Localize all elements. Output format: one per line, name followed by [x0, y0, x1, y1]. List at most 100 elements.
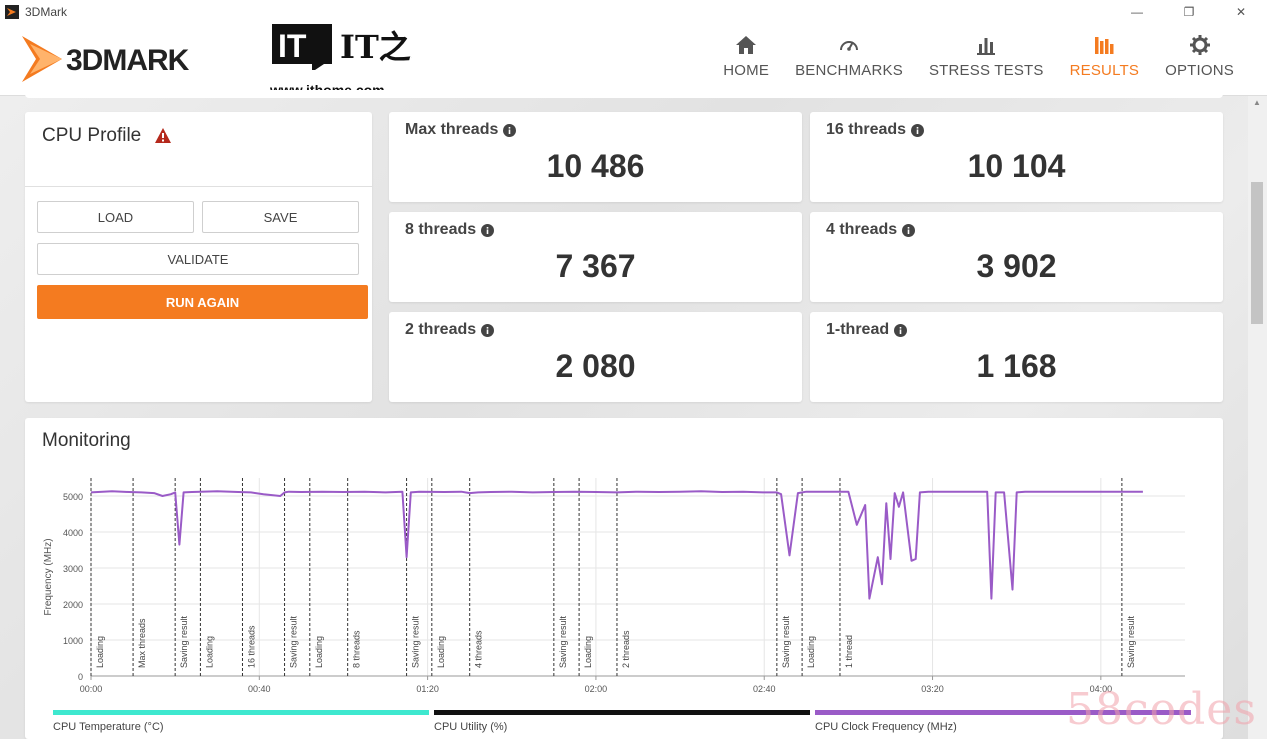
- cpu-profile-card: CPU Profile LOAD SAVE VALIDATE RUN AGAIN: [25, 112, 372, 402]
- nav-home[interactable]: HOME: [723, 24, 769, 96]
- window-controls: — ❐ ✕: [1111, 0, 1267, 24]
- nav-results[interactable]: RESULTS: [1070, 24, 1139, 96]
- results-icon: [1095, 37, 1114, 54]
- svg-text:3DMARK: 3DMARK: [66, 44, 190, 77]
- score-label: 16 threads: [826, 121, 925, 139]
- frequency-chart[interactable]: 0 1000 2000 3000 4000 5000 00:00 00:40 01:20 02:0…: [25, 418, 1223, 708]
- vertical-scrollbar[interactable]: ▲: [1248, 96, 1267, 739]
- gauge-icon: [840, 41, 858, 51]
- y-tick-label: 0: [78, 672, 83, 682]
- y-tick-label: 3000: [63, 564, 83, 574]
- legend-swatch-frequency: [815, 710, 1191, 715]
- legend-cpu-clock-frequency[interactable]: CPU Clock Frequency (MHz): [815, 710, 1191, 733]
- previous-card-edge: [25, 90, 1223, 98]
- phase-label: Saving result: [781, 615, 791, 668]
- bars-icon: [977, 38, 996, 55]
- y-tick-label: 1000: [63, 636, 83, 646]
- warning-icon[interactable]: [154, 127, 172, 144]
- score-value: 7 367: [555, 248, 636, 284]
- phase-label: Loading: [204, 636, 214, 668]
- score-value: 3 902: [976, 248, 1057, 284]
- score-label-text: 4 threads: [826, 221, 898, 238]
- phase-label: Loading: [583, 636, 593, 668]
- load-button[interactable]: LOAD: [37, 201, 194, 233]
- info-icon[interactable]: [894, 323, 908, 337]
- svg-text:IT之家: IT之家: [340, 28, 412, 66]
- score-value: 10 486: [546, 148, 645, 184]
- nav-label: RESULTS: [1069, 62, 1140, 79]
- x-tick-label: 00:00: [80, 684, 103, 694]
- phase-label: Saving result: [411, 615, 421, 668]
- nav-benchmarks[interactable]: BENCHMARKS: [795, 24, 903, 96]
- score-value: 1 168: [976, 348, 1057, 384]
- info-icon[interactable]: [481, 223, 495, 237]
- phase-label: 4 threads: [474, 630, 484, 668]
- info-icon[interactable]: [503, 123, 517, 137]
- score-card-4-threads: 4 threads 3 902: [810, 212, 1223, 302]
- phase-label: 8 threads: [352, 630, 362, 668]
- score-card-8-threads: 8 threads 7 367: [389, 212, 802, 302]
- x-tick-label: 04:00: [1090, 684, 1113, 694]
- nav-stress-tests[interactable]: STRESS TESTS: [929, 24, 1044, 96]
- info-icon[interactable]: [902, 223, 916, 237]
- gear-icon: [1189, 35, 1210, 55]
- phase-label: 16 threads: [246, 625, 256, 668]
- minimize-button[interactable]: —: [1131, 5, 1143, 19]
- nav-label: OPTIONS: [1165, 62, 1234, 79]
- score-label: 8 threads: [405, 221, 495, 239]
- x-tick-label: 00:40: [248, 684, 271, 694]
- score-label: 1-thread: [826, 321, 908, 339]
- score-label-text: 8 threads: [405, 221, 477, 238]
- phase-label: Loading: [314, 636, 324, 668]
- phase-label: Saving result: [558, 615, 568, 668]
- validate-button[interactable]: VALIDATE: [37, 243, 359, 275]
- legend-swatch-temperature: [53, 710, 429, 715]
- phase-label: Loading: [436, 636, 446, 668]
- legend-label: CPU Temperature (°C): [53, 721, 164, 733]
- ithome-logo: IT IT之家: [272, 24, 412, 70]
- y-tick-label: 2000: [63, 600, 83, 610]
- score-label: 2 threads: [405, 321, 495, 339]
- score-label-text: 2 threads: [405, 321, 477, 338]
- phase-label: Saving result: [1126, 615, 1136, 668]
- score-value: 2 080: [555, 348, 636, 384]
- cpu-profile-title: CPU Profile: [42, 125, 142, 146]
- run-again-button[interactable]: RUN AGAIN: [37, 285, 368, 319]
- 3dmark-logo[interactable]: 3DMARK: [18, 32, 243, 87]
- svg-text:IT: IT: [278, 28, 307, 64]
- score-value: 10 104: [967, 148, 1066, 184]
- score-card-2-threads: 2 threads 2 080: [389, 312, 802, 402]
- x-tick-label: 02:00: [585, 684, 608, 694]
- score-card-max-threads: Max threads 10 486: [389, 112, 802, 202]
- legend-cpu-temperature[interactable]: CPU Temperature (°C): [53, 710, 429, 733]
- score-label-text: Max threads: [405, 121, 499, 138]
- nav-label: BENCHMARKS: [795, 62, 903, 79]
- legend-swatch-utility: [434, 710, 810, 715]
- site-watermark: 58codes: [1066, 684, 1257, 735]
- close-button[interactable]: ✕: [1235, 5, 1247, 19]
- info-icon[interactable]: [481, 323, 495, 337]
- scrollbar-thumb[interactable]: [1251, 182, 1263, 324]
- maximize-button[interactable]: ❐: [1183, 5, 1195, 19]
- monitoring-title: Monitoring: [42, 430, 131, 451]
- phase-label: Loading: [806, 636, 816, 668]
- scroll-up-arrow-icon[interactable]: ▲: [1253, 98, 1261, 107]
- score-card-1-thread: 1-thread 1 168: [810, 312, 1223, 402]
- series-line-cpu-clock-frequency: [90, 490, 1143, 600]
- phase-label: Max threads: [137, 618, 147, 668]
- phase-label: 1 thread: [844, 635, 854, 668]
- save-button[interactable]: SAVE: [202, 201, 359, 233]
- phase-label: 2 threads: [621, 630, 631, 668]
- home-icon: [736, 36, 757, 54]
- divider: [25, 186, 372, 187]
- app-header: 3DMARK IT IT之家 www.ithome.com HOME BENCH…: [0, 24, 1267, 98]
- score-label: Max threads: [405, 121, 517, 139]
- phase-label: Saving result: [179, 615, 189, 668]
- info-icon[interactable]: [911, 123, 925, 137]
- x-tick-label: 03:20: [921, 684, 944, 694]
- main-nav: HOME BENCHMARKS STRESS TESTS: [697, 24, 1234, 96]
- score-label-text: 16 threads: [826, 121, 907, 138]
- x-tick-label: 02:40: [753, 684, 776, 694]
- nav-options[interactable]: OPTIONS: [1165, 24, 1234, 96]
- legend-cpu-utility[interactable]: CPU Utility (%): [434, 710, 810, 733]
